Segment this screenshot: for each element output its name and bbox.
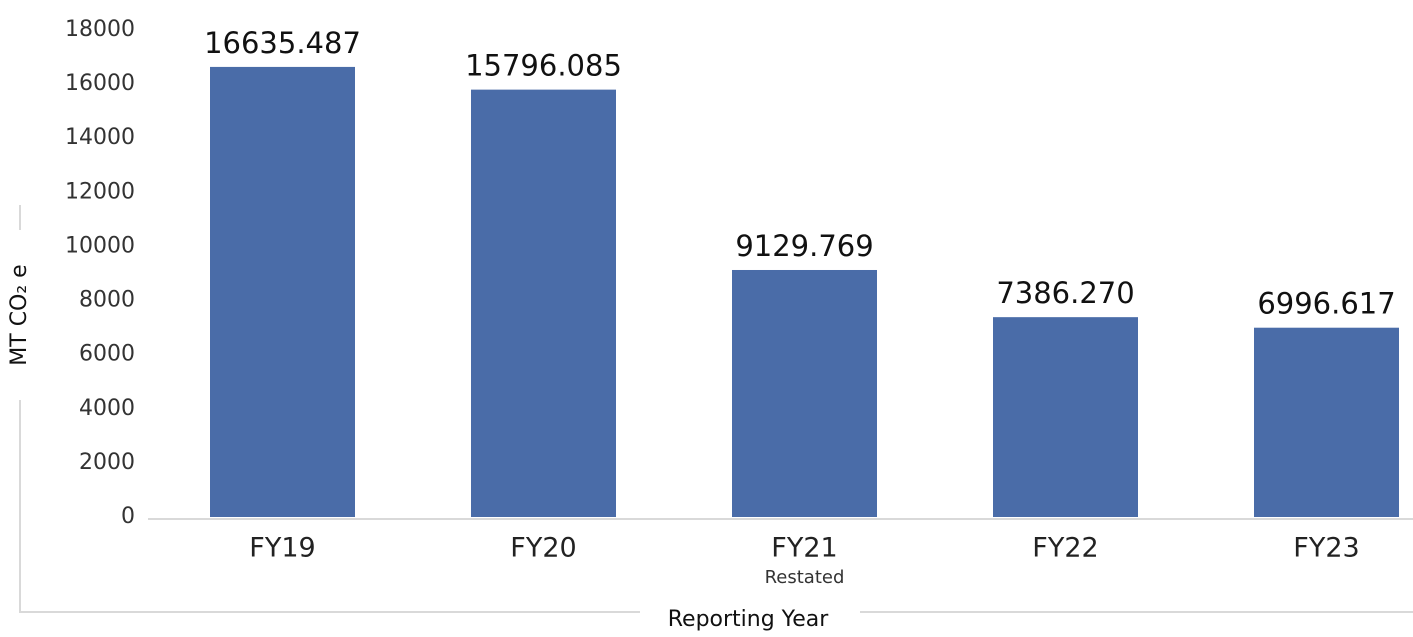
- y-tick-label: 12000: [65, 179, 135, 204]
- y-tick-label: 8000: [79, 288, 135, 313]
- y-tick-label: 14000: [65, 125, 135, 150]
- value-label: 15796.085: [465, 49, 622, 83]
- value-label: 6996.617: [1257, 287, 1395, 321]
- value-label: 9129.769: [735, 229, 873, 263]
- x-tick-sublabel: Restated: [765, 567, 845, 588]
- bar: [1254, 327, 1399, 517]
- y-tick-label: 2000: [79, 450, 135, 475]
- x-tick-label: FY19: [249, 533, 315, 564]
- x-tick-label: FY21: [771, 533, 837, 564]
- x-axis-title: Reporting Year: [668, 607, 829, 632]
- y-axis-title: MT CO₂ e: [7, 264, 32, 365]
- y-tick-label: 4000: [79, 396, 135, 421]
- bar: [993, 317, 1138, 517]
- y-tick-label: 18000: [65, 17, 135, 42]
- value-label: 7386.270: [996, 276, 1134, 310]
- bar: [732, 269, 877, 517]
- y-tick-label: 0: [121, 504, 135, 529]
- x-tick-label: FY22: [1032, 533, 1098, 564]
- x-tick-label: FY20: [510, 533, 576, 564]
- frame: [19, 400, 1413, 613]
- y-tick-label: 10000: [65, 233, 135, 258]
- y-tick-label: 6000: [79, 342, 135, 367]
- bar: [471, 89, 616, 517]
- x-tick-label: FY23: [1293, 533, 1359, 564]
- y-tick-label: 16000: [65, 71, 135, 96]
- bar: [210, 66, 355, 517]
- value-label: 16635.487: [204, 26, 361, 60]
